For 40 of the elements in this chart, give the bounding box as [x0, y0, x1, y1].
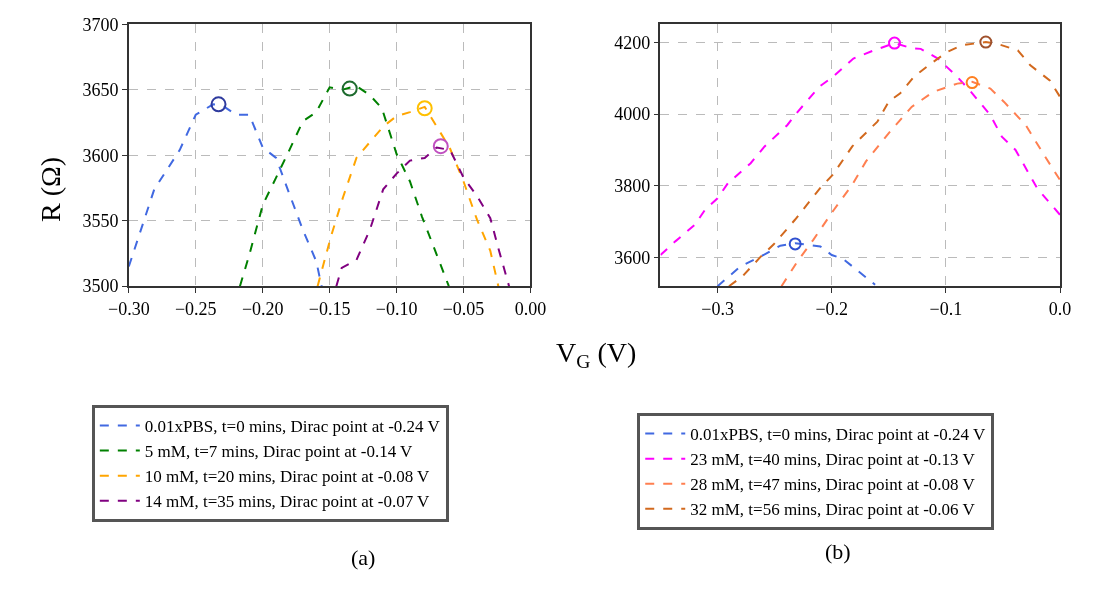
y-tick-label: 3800 — [614, 176, 651, 197]
y-tick-label: 3600 — [614, 247, 651, 268]
x-tick-label: −0.25 — [174, 298, 217, 319]
y-tick-label: 3600 — [82, 145, 119, 166]
legend-label: 5 mM, t=7 mins, Dirac point at -0.14 V — [144, 442, 414, 462]
point — [416, 100, 433, 117]
point — [965, 76, 979, 90]
point — [788, 237, 802, 251]
point — [979, 35, 993, 49]
x-tick-label: −0.10 — [375, 298, 418, 319]
text: (b) — [825, 539, 851, 564]
point — [341, 80, 358, 97]
y-tick-label: 4200 — [614, 32, 651, 53]
y-axis-title: R (Ω) — [35, 156, 67, 223]
x-tick-label: −0.2 — [815, 298, 849, 319]
y-tick-label: 4000 — [614, 104, 651, 125]
y-tick-label: 3650 — [82, 80, 119, 101]
y-tick-label: 3700 — [82, 14, 119, 35]
point — [210, 96, 227, 113]
y-tick-label: 3550 — [82, 211, 119, 232]
legend-label: 10 mM, t=20 mins, Dirac point at -0.08 V — [144, 467, 431, 487]
text: (a) — [351, 545, 376, 570]
point — [888, 36, 901, 50]
legend-label: 0.01xPBS, t=0 mins, Dirac point at -0.24 V — [144, 417, 441, 437]
point — [432, 138, 449, 155]
x-tick-label: −0.20 — [241, 298, 284, 319]
legend-label: 32 mM, t=56 mins, Dirac point at -0.06 V — [690, 500, 976, 520]
legend-label: 0.01xPBS, t=0 mins, Dirac point at -0.24 V — [690, 425, 986, 445]
x-tick-label: −0.05 — [442, 298, 485, 319]
x-tick-label: −0.15 — [308, 298, 351, 319]
x-axis-title: V$_{G}$ (V) — [556, 337, 637, 372]
y-tick-label: 3500 — [82, 276, 119, 297]
x-tick-label: −0.30 — [107, 298, 150, 319]
x-tick-label: 0.00 — [514, 298, 547, 319]
x-tick-label: 0.0 — [1048, 298, 1072, 319]
legend-label: 23 mM, t=40 mins, Dirac point at -0.13 V — [690, 450, 976, 470]
x-tick-label: −0.1 — [929, 298, 963, 319]
legend-label: 14 mM, t=35 mins, Dirac point at -0.07 V — [144, 492, 431, 512]
legend-label: 28 mM, t=47 mins, Dirac point at -0.08 V — [690, 475, 976, 495]
x-tick-label: −0.3 — [701, 298, 734, 319]
